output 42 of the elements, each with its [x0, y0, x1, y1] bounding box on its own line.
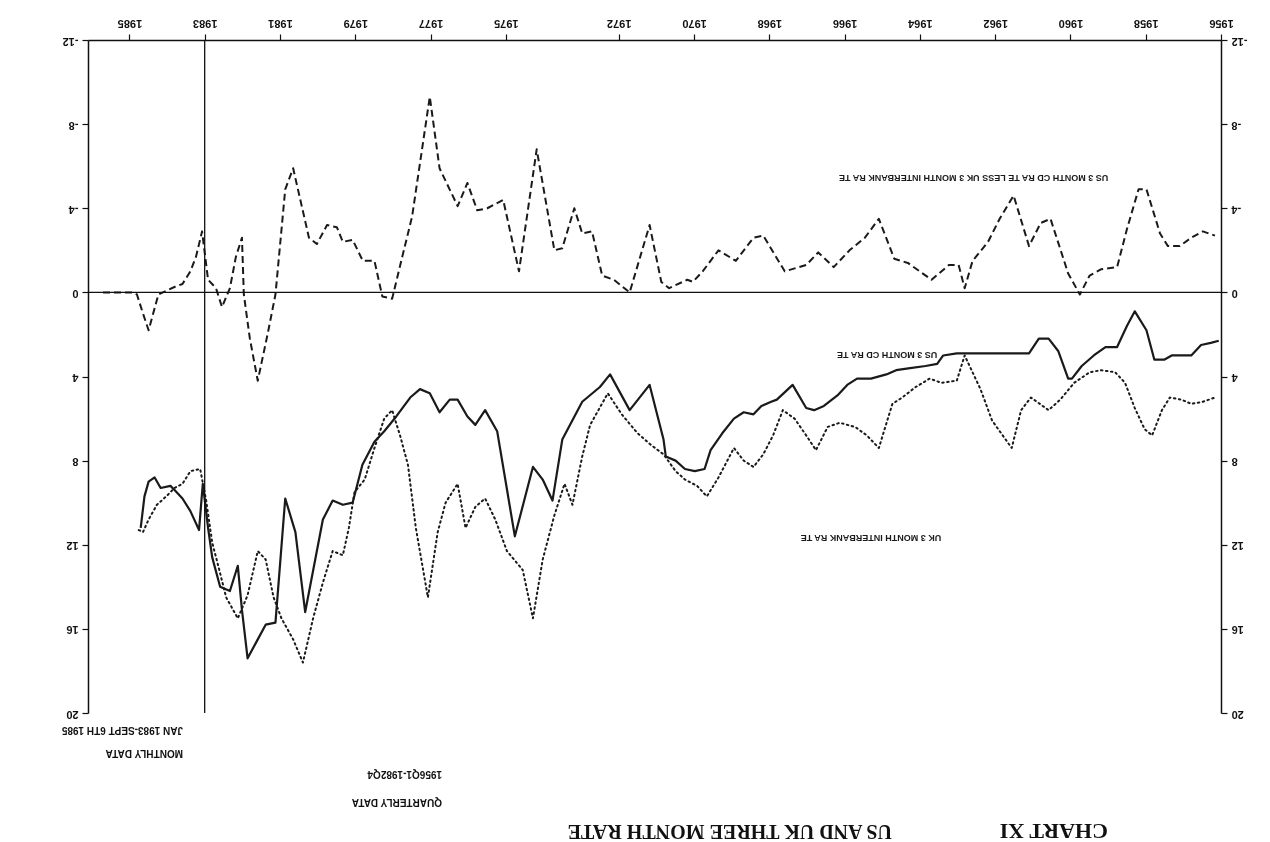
x-tick-label: 1968 — [757, 17, 783, 30]
series-label: US 3 MONTH CD RA TE — [837, 349, 938, 360]
y2-tick-label: -8 — [1231, 119, 1242, 132]
y-tick-label: -4 — [67, 203, 79, 216]
x-tick-label: 1977 — [418, 17, 444, 30]
y2-tick-label: -4 — [1230, 203, 1242, 216]
y-tick-label: 8 — [72, 456, 79, 469]
x-tick-label: 1972 — [607, 17, 632, 30]
y-tick-label: -8 — [68, 119, 79, 132]
y2-tick-label: 20 — [1231, 708, 1244, 721]
y2-tick-label: -12 — [1231, 35, 1248, 48]
x-tick-label: 1960 — [1058, 17, 1084, 30]
y-tick-label: 20 — [66, 708, 79, 721]
y2-tick-label: 0 — [1231, 287, 1238, 300]
text: US AND UK THREE MONTH RATE — [567, 821, 892, 842]
text: QUARTERLY DATA — [351, 797, 442, 808]
x-tick-label: 1962 — [983, 17, 1008, 30]
text: MONTHLY DATA — [105, 748, 183, 759]
x-tick-label: 1981 — [268, 17, 293, 30]
y2-tick-label: 4 — [1230, 372, 1238, 384]
x-tick-label: 1983 — [192, 17, 218, 30]
text: US 3 MONTH CD RA TE LESS UK 3 MONTH INTERBANK RA TE — [838, 173, 1109, 184]
text: UK 3 MONTH INTERBANK RA TE — [800, 532, 942, 543]
x-tick-label: 1964 — [907, 17, 933, 30]
x-tick-label: 1975 — [494, 17, 519, 30]
x-tick-label: 1979 — [343, 17, 368, 30]
x-tick-label: 1985 — [117, 17, 143, 30]
y2-tick-label: 12 — [1231, 540, 1244, 553]
x-tick-label: 1958 — [1133, 17, 1159, 30]
y-tick-label: 12 — [66, 540, 79, 553]
text: CHART XI — [999, 819, 1108, 842]
y-tick-label: 4 — [71, 372, 79, 384]
x-tick-label: 1956 — [1209, 17, 1234, 30]
y-tick-label: -12 — [62, 35, 79, 48]
text: 1956Q1-1982Q4 — [367, 769, 442, 780]
y2-tick-label: 16 — [1231, 624, 1244, 637]
x-tick-label: 1970 — [682, 17, 707, 30]
y-tick-label: 0 — [72, 287, 79, 300]
y2-tick-label: 8 — [1231, 456, 1238, 469]
y-tick-label: 16 — [66, 624, 79, 637]
text: JAN 1983-SEPT 6TH 1985 — [61, 725, 183, 736]
x-tick-label: 1966 — [832, 17, 858, 30]
